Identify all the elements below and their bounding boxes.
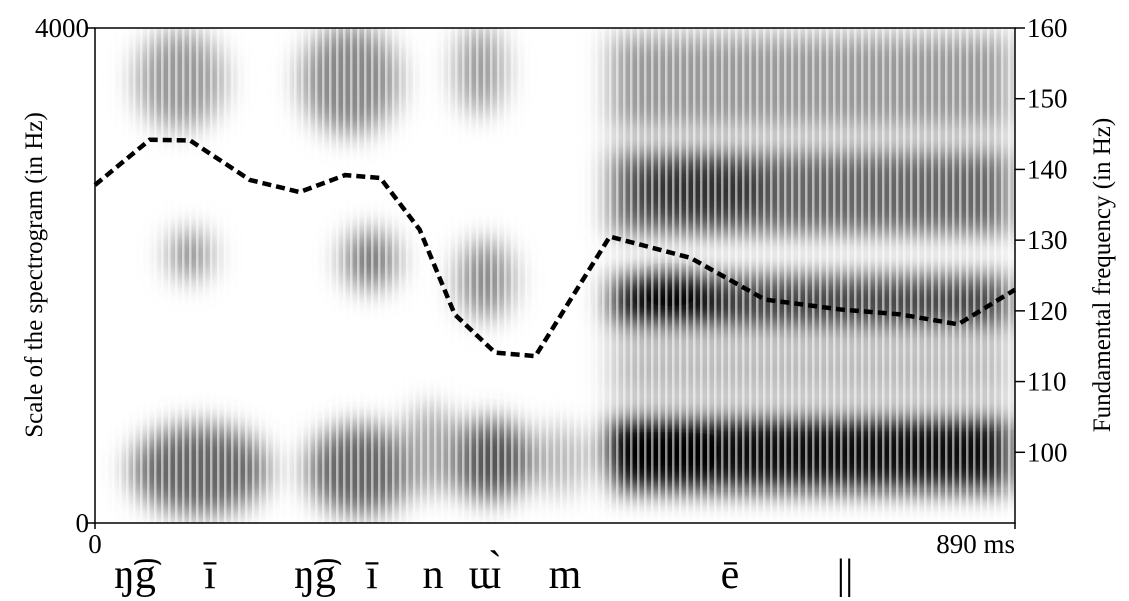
segment-label: ē [721,552,740,598]
x-tick-label: 0 [88,529,102,559]
segment-label: ɯ̀ [469,550,502,598]
y-tick-label: 0 [76,508,90,538]
segment-label: ī [365,552,379,598]
spectrogram [95,28,1015,523]
y-axis-label: Scale of the spectrogram (in Hz) [21,112,48,438]
segment-label: ŋ͡g [114,552,162,598]
segment-label: || [837,552,854,598]
y2-tick-label: 110 [1027,367,1067,397]
plot-frame [94,27,1016,524]
y2-tick-label: 140 [1027,154,1068,184]
y2-axis-label: Fundamental frequency (in Hz) [1089,118,1116,432]
f0-line [93,137,1017,359]
segment-label: ŋ͡g [294,552,342,598]
y2-tick-label: 120 [1027,296,1068,326]
segment-label: ī [203,552,217,598]
y2-tick-label: 150 [1027,84,1068,114]
y2-tick-label: 130 [1027,225,1068,255]
y-tick-label: 4000 [35,13,89,43]
segment-label: n [423,552,444,598]
y2-tick-label: 100 [1027,437,1068,467]
x-tick-label: 890 ms [936,529,1015,559]
segment-label: m [549,552,582,598]
y2-tick-label: 160 [1027,13,1068,43]
